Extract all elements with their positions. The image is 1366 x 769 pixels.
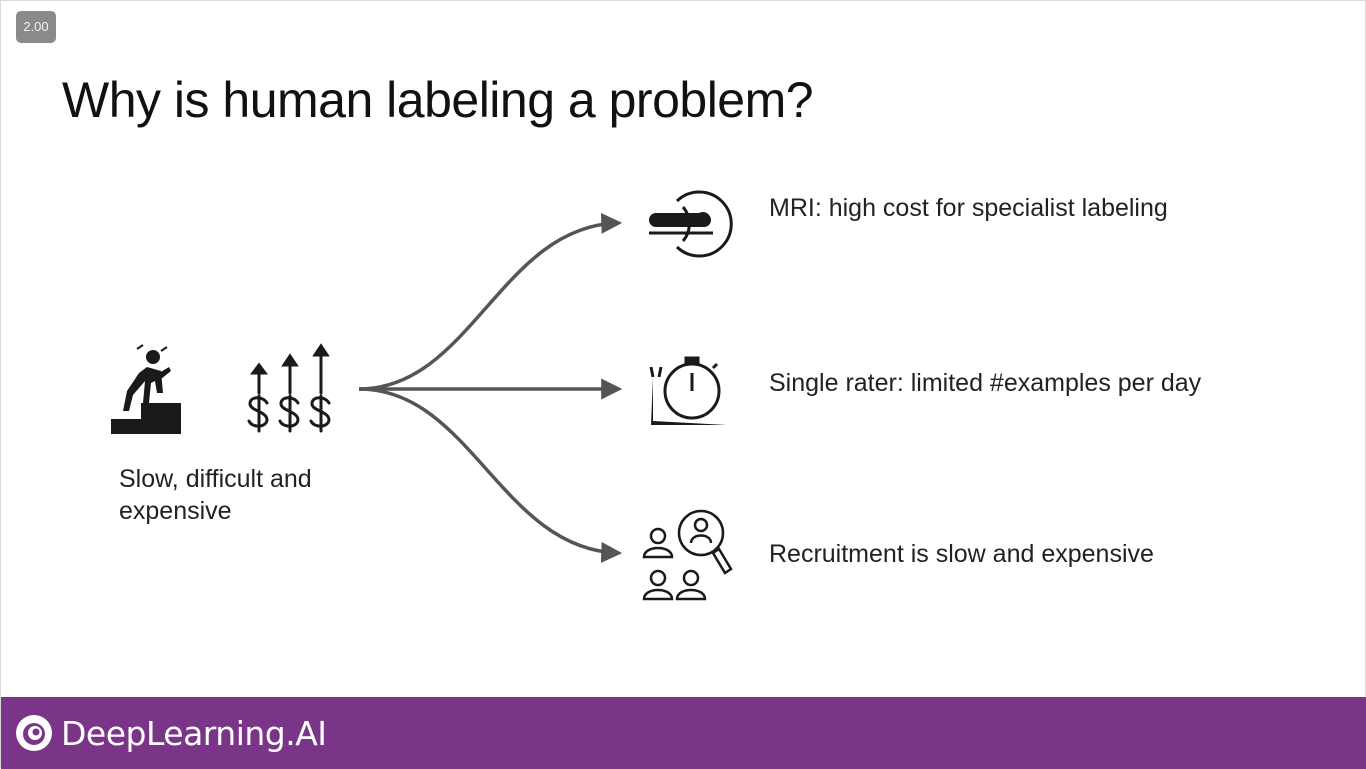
tired-climber-icon [111,344,181,434]
brand-name: DeepLearning.AI [61,713,327,753]
arrow-to-recruitment [358,387,623,563]
recruitment-label: Recruitment is slow and expensive [769,540,1154,568]
rising-cost-icon [247,343,331,433]
mri-label: MRI: high cost for specialist labeling [769,194,1168,222]
diagram [111,190,733,601]
deeplearning-logo-icon [16,715,52,751]
single-rater-label: Single rater: limited #examples per day [769,369,1202,397]
arrow-to-mri [358,212,623,391]
slow-stopwatch-icon [649,356,727,425]
brand: DeepLearning.AI [15,711,327,755]
mri-scanner-icon [649,190,733,258]
recruitment-search-icon [642,509,733,601]
footer-bar: DeepLearning.AI [1,697,1366,769]
playback-speed-badge[interactable]: 2.00 [16,11,56,43]
source-caption: Slow, difficult and expensive [119,465,312,525]
slide-title: Why is human labeling a problem? [62,72,814,128]
